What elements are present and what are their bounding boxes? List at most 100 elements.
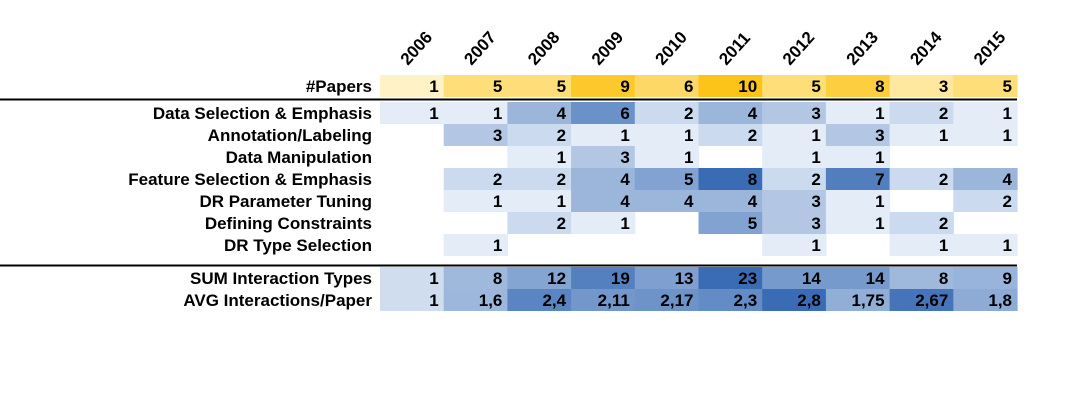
data-selection-emphasis-2013-cell xyxy=(825,102,891,124)
data-selection-emphasis-2015-value: 1 xyxy=(1003,104,1012,123)
avg-2015-cell xyxy=(953,289,1018,311)
sum-2009-cell xyxy=(571,267,636,289)
annotation-labeling-2012-value: 1 xyxy=(811,126,820,145)
defining-constraints-2013-value: 1 xyxy=(875,214,884,233)
annotation-labeling-2007-value: 3 xyxy=(493,126,502,145)
annotation-labeling-2009-cell xyxy=(571,124,636,146)
feature-selection-emphasis-2008-cell xyxy=(507,168,572,190)
dr-parameter-tuning-2015-cell xyxy=(953,190,1018,212)
annotation-labeling-2008-value: 2 xyxy=(557,126,566,145)
data-selection-emphasis-2006-cell xyxy=(380,102,445,124)
data-selection-emphasis-2010-cell xyxy=(634,102,700,124)
dr-type-selection-2015-value: 1 xyxy=(1003,236,1012,255)
row-label-data-selection-emphasis: Data Selection & Emphasis xyxy=(153,104,372,123)
papers-2012-value: 5 xyxy=(811,77,820,96)
dr-type-selection-2007-cell xyxy=(443,234,508,256)
avg-2010-value: 2,17 xyxy=(660,291,693,310)
data-selection-emphasis-2014-value: 2 xyxy=(939,104,948,123)
row-label-annotation-labeling: Annotation/Labeling xyxy=(208,126,372,145)
annotation-labeling-2010-cell xyxy=(634,124,700,146)
feature-selection-emphasis-2009-cell xyxy=(571,168,636,190)
sum-2012-cell xyxy=(762,267,827,289)
defining-constraints-2012-value: 3 xyxy=(811,214,820,233)
sum-2008-cell xyxy=(507,267,572,289)
data-selection-emphasis-2011-cell xyxy=(698,102,763,124)
data-selection-emphasis-2009-value: 6 xyxy=(620,104,629,123)
papers-row-label: #Papers xyxy=(306,77,372,96)
data-selection-emphasis-2012-value: 3 xyxy=(811,104,820,123)
dr-parameter-tuning-2011-cell xyxy=(698,190,763,212)
sum-2014-cell xyxy=(889,267,954,289)
feature-selection-emphasis-2011-cell xyxy=(698,168,763,190)
data-manipulation-2013-cell xyxy=(825,146,891,168)
sum-2011-value: 23 xyxy=(738,269,757,288)
defining-constraints-2013-cell xyxy=(825,212,891,234)
data-selection-emphasis-2013-value: 1 xyxy=(875,104,884,123)
sum-2007-value: 8 xyxy=(493,269,502,288)
sum-2013-cell xyxy=(825,267,891,289)
data-manipulation-2009-value: 3 xyxy=(620,148,629,167)
avg-2007-cell xyxy=(443,289,508,311)
dr-parameter-tuning-2012-value: 3 xyxy=(811,192,820,211)
dividers xyxy=(0,98,1017,267)
dr-parameter-tuning-2009-cell xyxy=(571,190,636,212)
sum-2012-value: 14 xyxy=(802,269,821,288)
defining-constraints-2012-cell xyxy=(762,212,827,234)
annotation-labeling-2009-value: 1 xyxy=(620,126,629,145)
feature-selection-emphasis-2013-cell xyxy=(825,168,891,190)
defining-constraints-2009-cell xyxy=(571,212,636,234)
papers-row: #Papers 1 5 5 9 6 10 5 8 3 5 xyxy=(306,75,1018,97)
annotation-labeling-2015-cell xyxy=(953,124,1018,146)
feature-selection-emphasis-2010-value: 5 xyxy=(684,170,693,189)
data-selection-emphasis-2009-cell xyxy=(571,102,636,124)
papers-2014-cell xyxy=(889,75,954,97)
year-label-2015: 2015 xyxy=(970,28,1009,69)
dr-parameter-tuning-2009-value: 4 xyxy=(620,192,630,211)
papers-2012-cell xyxy=(762,75,827,97)
data-selection-emphasis-2015-cell xyxy=(953,102,1018,124)
feature-selection-emphasis-2015-value: 4 xyxy=(1003,170,1013,189)
defining-constraints-2008-value: 2 xyxy=(557,214,566,233)
feature-selection-emphasis-2012-cell xyxy=(762,168,827,190)
dr-type-selection-2014-value: 1 xyxy=(939,236,948,255)
feature-selection-emphasis-2008-value: 2 xyxy=(557,170,566,189)
annotation-labeling-2010-value: 1 xyxy=(684,126,693,145)
avg-2013-cell xyxy=(825,289,891,311)
sum-2008-value: 12 xyxy=(547,269,566,288)
feature-selection-emphasis-2007-value: 2 xyxy=(493,170,502,189)
defining-constraints-2008-cell xyxy=(507,212,572,234)
papers-2010-cell xyxy=(634,75,700,97)
annotation-labeling-2015-value: 1 xyxy=(1003,126,1012,145)
row-label-feature-selection-emphasis: Feature Selection & Emphasis xyxy=(128,170,372,189)
avg-2014-cell xyxy=(889,289,954,311)
annotation-labeling-2014-value: 1 xyxy=(939,126,948,145)
feature-selection-emphasis-2012-value: 2 xyxy=(811,170,820,189)
data-selection-emphasis-2008-cell xyxy=(507,102,572,124)
data-selection-emphasis-2008-value: 4 xyxy=(557,104,567,123)
papers-2007-value: 5 xyxy=(493,77,502,96)
data-manipulation-2012-cell xyxy=(762,146,827,168)
feature-selection-emphasis-2010-cell xyxy=(634,168,700,190)
dr-parameter-tuning-2011-value: 4 xyxy=(748,192,758,211)
year-label-2012: 2012 xyxy=(779,28,818,69)
papers-2007-cell xyxy=(443,75,508,97)
papers-2014-value: 3 xyxy=(939,77,948,96)
dr-parameter-tuning-2008-value: 1 xyxy=(557,192,566,211)
sum-2006-cell xyxy=(380,267,445,289)
defining-constraints-2011-value: 5 xyxy=(748,214,757,233)
avg-2008-cell xyxy=(507,289,572,311)
defining-constraints-2014-value: 2 xyxy=(939,214,948,233)
avg-2008-value: 2,4 xyxy=(542,291,566,310)
sum-2015-value: 9 xyxy=(1003,269,1012,288)
feature-selection-emphasis-2014-cell xyxy=(889,168,954,190)
row-label-dr-parameter-tuning: DR Parameter Tuning xyxy=(199,192,372,211)
annotation-labeling-2012-cell xyxy=(762,124,827,146)
annotation-labeling-2013-value: 3 xyxy=(875,126,884,145)
papers-2013-value: 8 xyxy=(875,77,884,96)
interaction-rows: Data Selection & Emphasis 1 1 4 6 2 4 3 1 2 1 Annot… xyxy=(128,102,1018,256)
data-manipulation-2008-value: 1 xyxy=(557,148,566,167)
papers-2015-cell xyxy=(953,75,1018,97)
avg-2007-value: 1,6 xyxy=(479,291,503,310)
feature-selection-emphasis-2007-cell xyxy=(443,168,508,190)
